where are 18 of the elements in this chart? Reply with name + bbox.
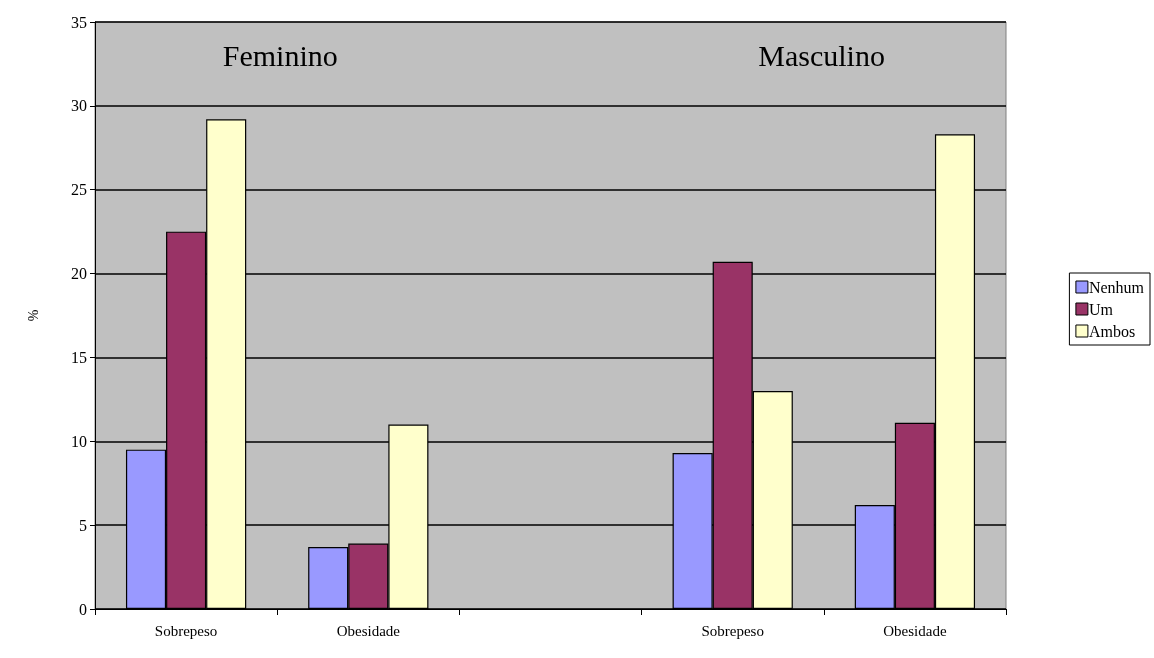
annotation: Masculino [758, 38, 885, 72]
y-tick-label: 35 [71, 13, 87, 31]
x-tick-label: Sobrepeso [154, 622, 218, 639]
y-axis-title: % [25, 309, 41, 322]
y-tick-label: 30 [71, 97, 87, 115]
legend-label: Nenhum [1088, 278, 1145, 296]
y-tick-label: 20 [71, 265, 87, 283]
y-tick-label: 15 [71, 348, 87, 366]
y-tick-label: 5 [79, 516, 87, 534]
y-tick-label: 10 [71, 432, 87, 450]
annotation: Feminino [222, 38, 338, 72]
x-tick-label: Obesidade [336, 622, 401, 639]
y-tick-label: 0 [79, 600, 87, 618]
y-tick-label: 25 [71, 181, 87, 199]
x-tick-label: Sobrepeso [701, 622, 764, 639]
legend-label: Ambos [1088, 322, 1136, 340]
legend-label: Um [1088, 300, 1114, 318]
x-tick-label: Obesidade [883, 622, 947, 639]
